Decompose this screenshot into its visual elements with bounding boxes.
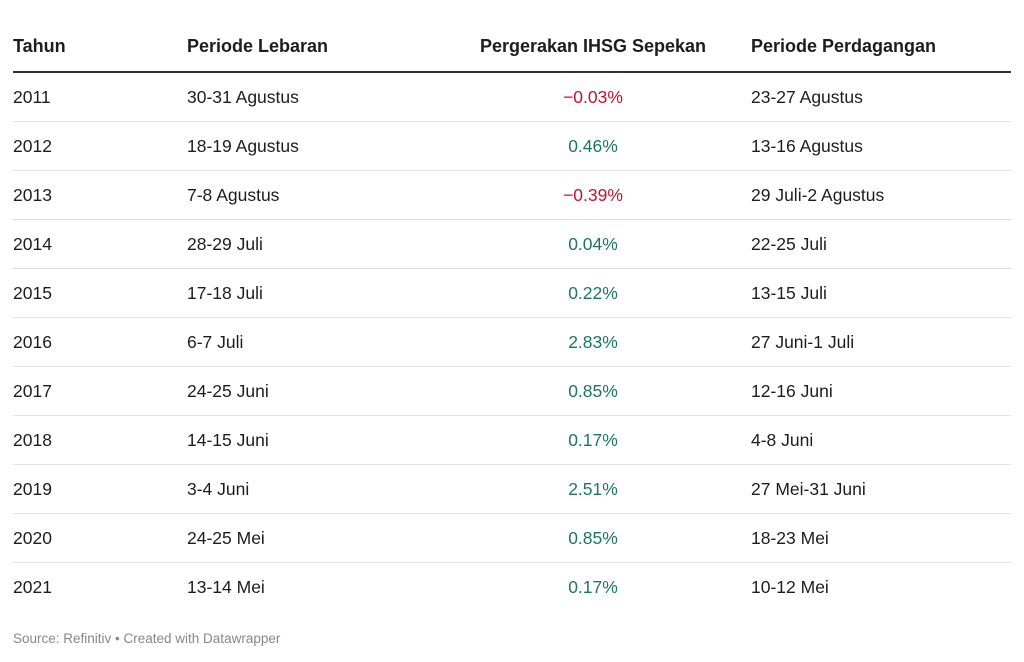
cell-periode-perdagangan: 12-16 Juni bbox=[751, 366, 1011, 416]
column-header-periode-perdagangan[interactable]: Periode Perdagangan bbox=[751, 22, 1011, 73]
cell-pergerakan-ihsg: 0.17% bbox=[447, 415, 751, 465]
cell-pergerakan-ihsg: 0.22% bbox=[447, 268, 751, 318]
table-row: 2017 24-25 Juni 0.85% 12-16 Juni bbox=[13, 366, 1011, 416]
cell-periode-lebaran: 18-19 Agustus bbox=[187, 121, 447, 171]
cell-tahun: 2017 bbox=[13, 366, 187, 416]
cell-periode-lebaran: 6-7 Juli bbox=[187, 317, 447, 367]
cell-tahun: 2012 bbox=[13, 121, 187, 171]
cell-tahun: 2013 bbox=[13, 170, 187, 220]
cell-periode-lebaran: 3-4 Juni bbox=[187, 464, 447, 514]
cell-pergerakan-ihsg: 2.83% bbox=[447, 317, 751, 367]
cell-pergerakan-ihsg: 0.17% bbox=[568, 576, 618, 597]
cell-tahun: 2021 bbox=[13, 576, 52, 597]
cell-pergerakan-ihsg: 2.51% bbox=[447, 464, 751, 514]
data-table-container: Tahun Periode Lebaran Pergerakan IHSG Se… bbox=[13, 22, 1011, 611]
cell-periode-perdagangan: 27 Juni-1 Juli bbox=[751, 317, 1011, 367]
table-row: 2011 30-31 Agustus −0.03% 23-27 Agustus bbox=[13, 72, 1011, 122]
cell-tahun: 2015 bbox=[13, 268, 187, 318]
source-credit: Source: Refinitiv • Created with Datawra… bbox=[13, 631, 281, 646]
cell-pergerakan-ihsg: −0.39% bbox=[447, 170, 751, 220]
table-row: 2018 14-15 Juni 0.17% 4-8 Juni bbox=[13, 415, 1011, 465]
table-row: 2016 6-7 Juli 2.83% 27 Juni-1 Juli bbox=[13, 317, 1011, 367]
cell-periode-lebaran: 14-15 Juni bbox=[187, 415, 447, 465]
cell-pergerakan-ihsg: 0.04% bbox=[447, 219, 751, 269]
table-row: 2014 28-29 Juli 0.04% 22-25 Juli bbox=[13, 219, 1011, 269]
cell-periode-lebaran: 13-14 Mei bbox=[187, 576, 265, 597]
column-header-periode-lebaran[interactable]: Periode Lebaran bbox=[187, 22, 447, 73]
cell-pergerakan-ihsg: 0.46% bbox=[447, 121, 751, 171]
cell-periode-perdagangan: 10-12 Mei bbox=[751, 576, 829, 597]
cell-tahun: 2014 bbox=[13, 219, 187, 269]
ihsg-lebaran-table: Tahun Periode Lebaran Pergerakan IHSG Se… bbox=[13, 22, 1011, 611]
column-header-tahun[interactable]: Tahun bbox=[13, 22, 187, 73]
cell-periode-lebaran: 30-31 Agustus bbox=[187, 72, 447, 122]
cell-tahun: 2016 bbox=[13, 317, 187, 367]
cell-periode-perdagangan: 4-8 Juni bbox=[751, 415, 1011, 465]
cell-periode-perdagangan: 13-15 Juli bbox=[751, 268, 1011, 318]
table-row: 2019 3-4 Juni 2.51% 27 Mei-31 Juni bbox=[13, 464, 1011, 514]
table-row: 2012 18-19 Agustus 0.46% 13-16 Agustus bbox=[13, 121, 1011, 171]
cell-tahun: 2018 bbox=[13, 415, 187, 465]
table-body: 2011 30-31 Agustus −0.03% 23-27 Agustus 2012… bbox=[13, 72, 1011, 611]
cell-periode-lebaran: 17-18 Juli bbox=[187, 268, 447, 318]
cell-tahun: 2011 bbox=[13, 72, 187, 122]
cell-periode-perdagangan: 13-16 Agustus bbox=[751, 121, 1011, 171]
cell-tahun: 2020 bbox=[13, 513, 187, 563]
table-row: 2015 17-18 Juli 0.22% 13-15 Juli bbox=[13, 268, 1011, 318]
cell-periode-lebaran: 7-8 Agustus bbox=[187, 170, 447, 220]
header-row: Tahun Periode Lebaran Pergerakan IHSG Se… bbox=[13, 22, 1011, 73]
cell-periode-perdagangan: 27 Mei-31 Juni bbox=[751, 464, 1011, 514]
cell-periode-lebaran: 24-25 Mei bbox=[187, 513, 447, 563]
cell-pergerakan-ihsg: 0.85% bbox=[447, 513, 751, 563]
cell-periode-perdagangan: 18-23 Mei bbox=[751, 513, 1011, 563]
cell-periode-lebaran: 28-29 Juli bbox=[187, 219, 447, 269]
cell-periode-perdagangan: 29 Juli-2 Agustus bbox=[751, 170, 1011, 220]
table-row: 2020 24-25 Mei 0.85% 18-23 Mei bbox=[13, 513, 1011, 563]
cell-tahun: 2019 bbox=[13, 464, 187, 514]
column-header-pergerakan-ihsg[interactable]: Pergerakan IHSG Sepekan bbox=[447, 22, 751, 73]
cell-pergerakan-ihsg: −0.03% bbox=[447, 72, 751, 122]
cell-periode-perdagangan: 22-25 Juli bbox=[751, 219, 1011, 269]
cell-periode-perdagangan: 23-27 Agustus bbox=[751, 72, 1011, 122]
table-header: Tahun Periode Lebaran Pergerakan IHSG Se… bbox=[13, 22, 1011, 73]
table-row: 2021 13-14 Mei 0.17% 10-12 Mei bbox=[13, 563, 1011, 612]
cell-periode-lebaran: 24-25 Juni bbox=[187, 366, 447, 416]
table-row: 2013 7-8 Agustus −0.39% 29 Juli-2 Agustus bbox=[13, 170, 1011, 220]
cell-pergerakan-ihsg: 0.85% bbox=[447, 366, 751, 416]
